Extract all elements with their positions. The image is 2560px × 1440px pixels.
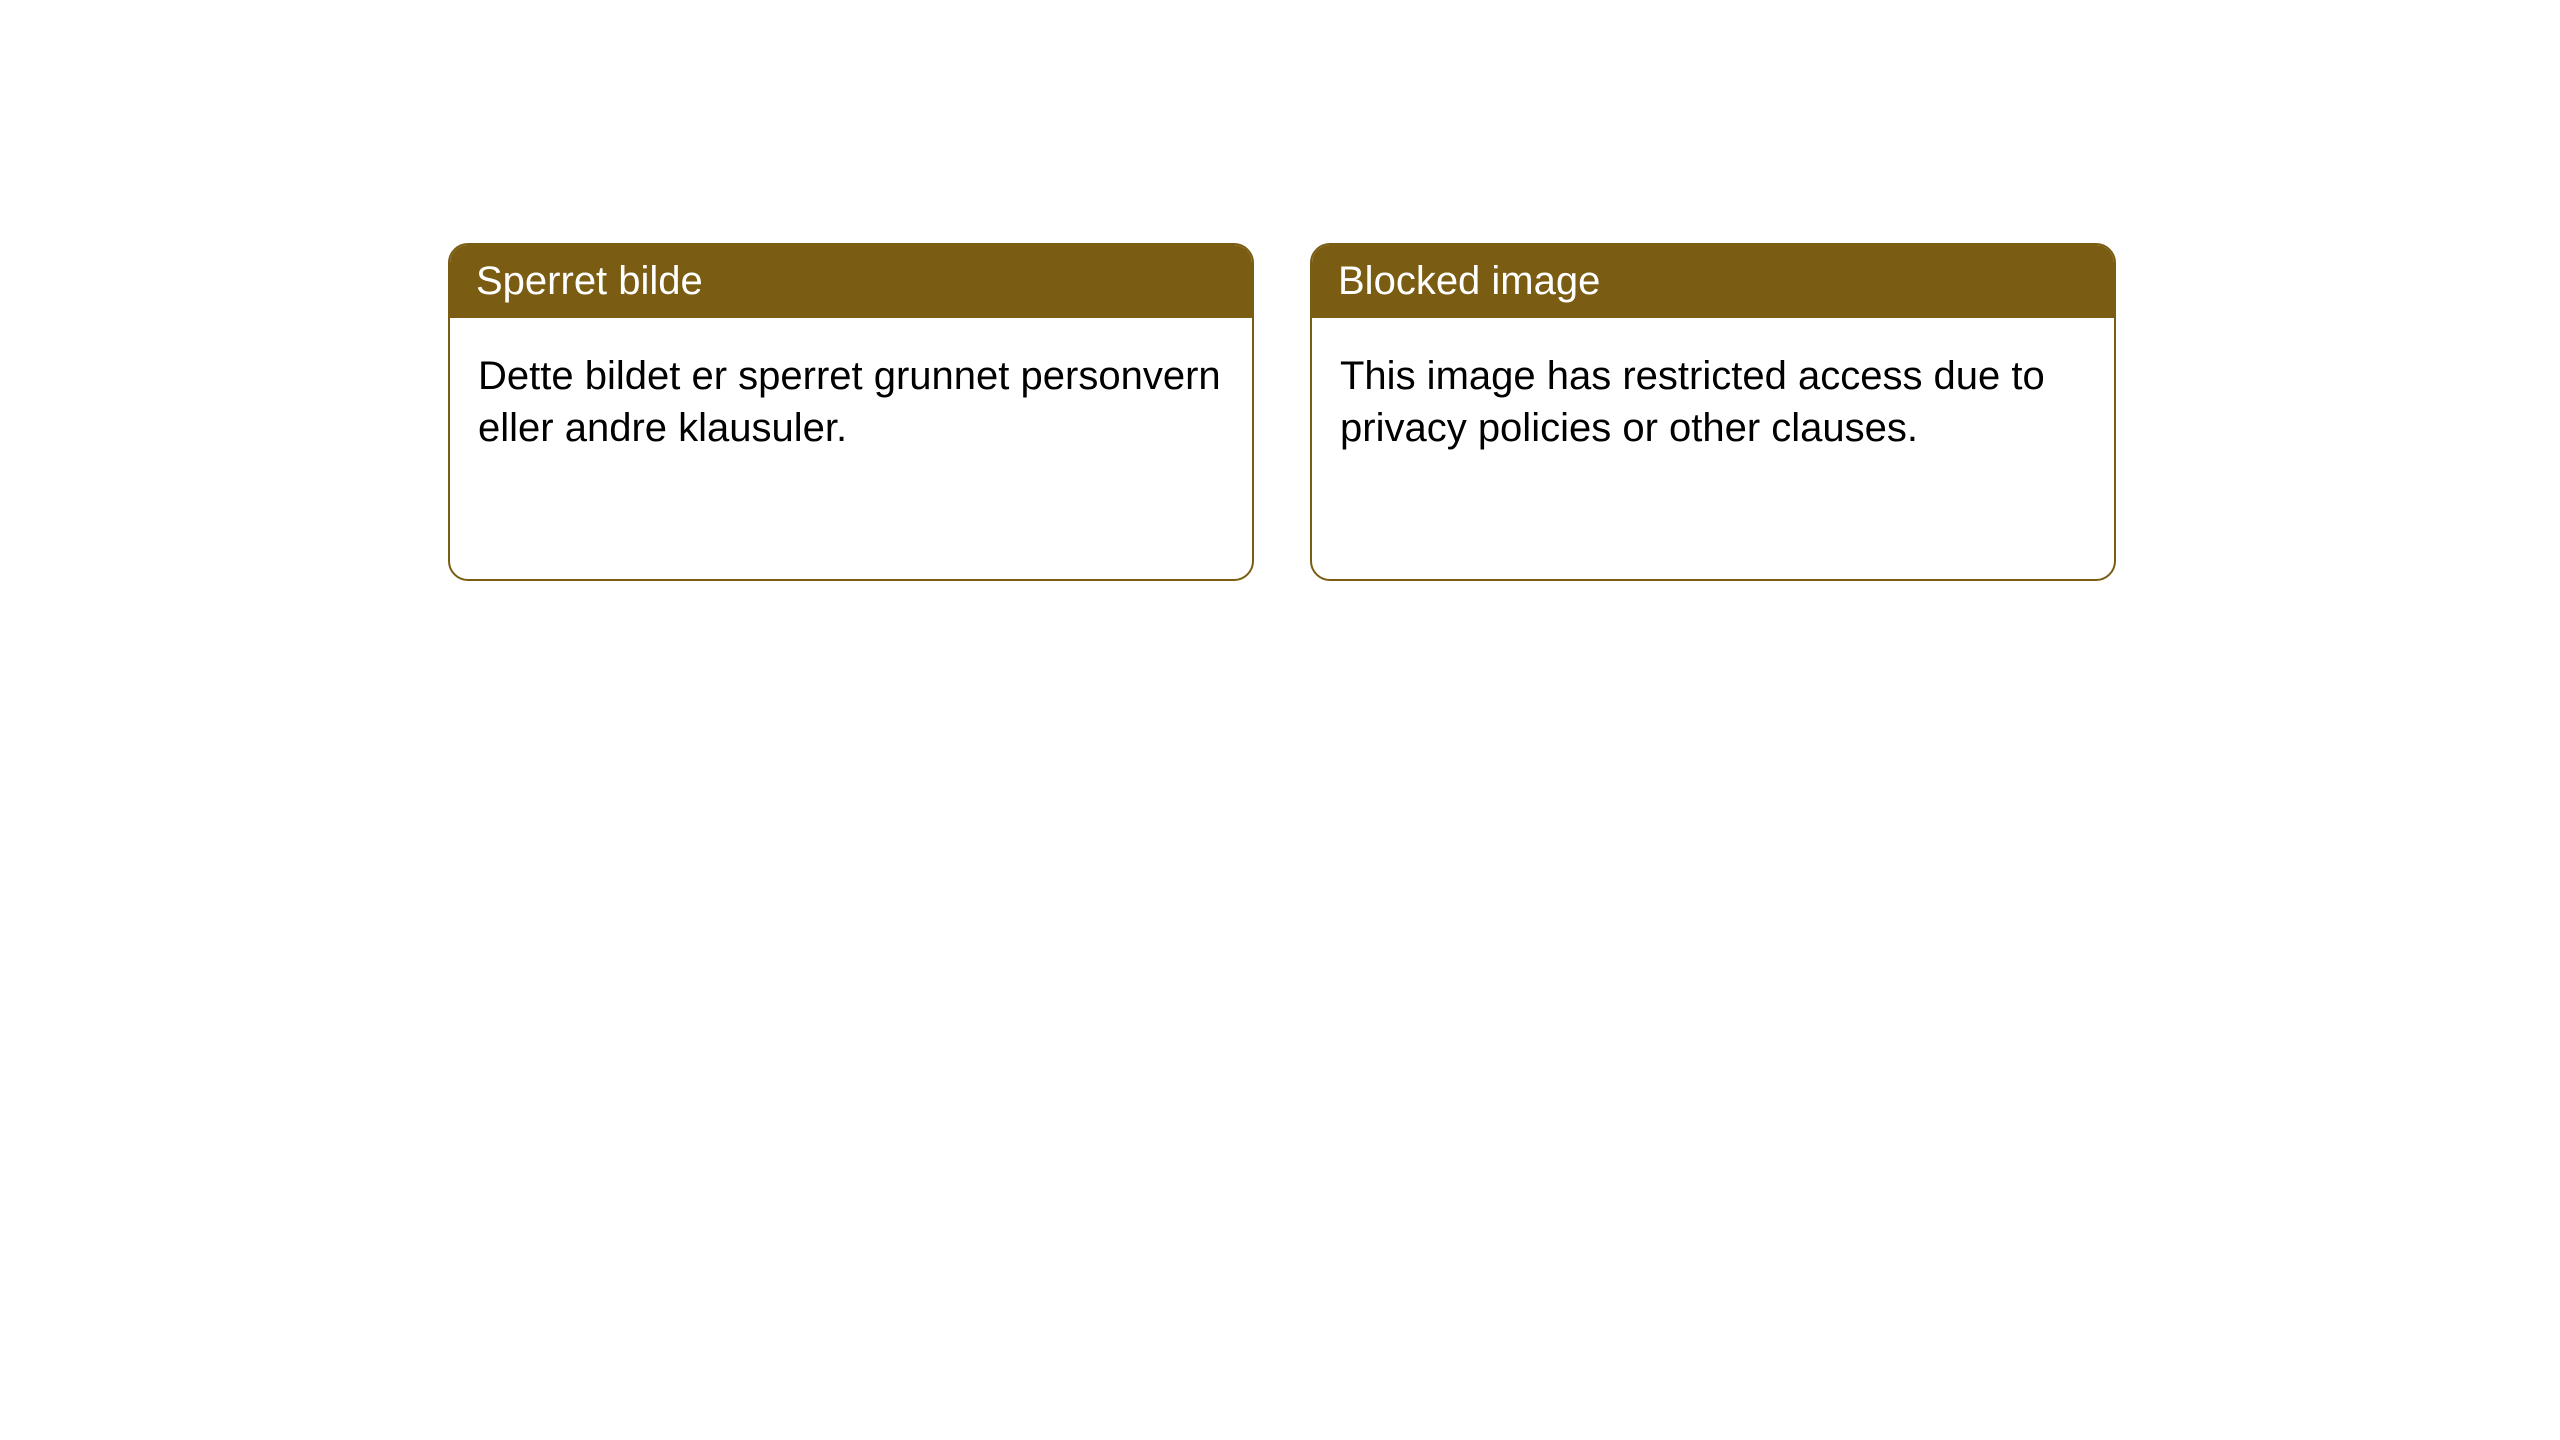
notice-card-body-en: This image has restricted access due to … — [1312, 318, 2114, 486]
notice-card-no: Sperret bilde Dette bildet er sperret gr… — [448, 243, 1254, 581]
notice-card-header-no: Sperret bilde — [450, 245, 1252, 318]
notice-card-body-no: Dette bildet er sperret grunnet personve… — [450, 318, 1252, 486]
notice-container: Sperret bilde Dette bildet er sperret gr… — [448, 243, 2116, 581]
notice-card-en: Blocked image This image has restricted … — [1310, 243, 2116, 581]
notice-card-header-en: Blocked image — [1312, 245, 2114, 318]
